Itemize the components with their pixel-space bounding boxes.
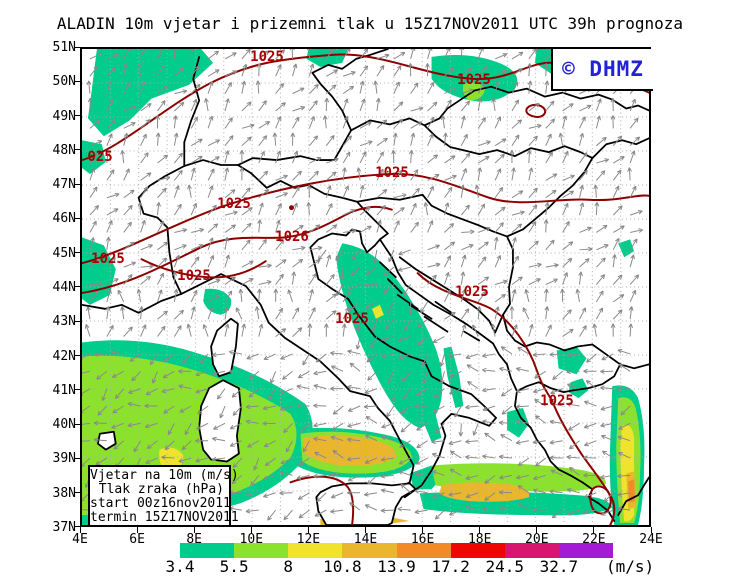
lon-tick-mark [536, 527, 538, 533]
map-panel: 1025 1025 025 1025 1025 1026 1025 1025 1025 1025 1… [80, 47, 651, 527]
lat-tick-mark [74, 355, 80, 357]
isobar-value-label: 1025 [457, 72, 491, 88]
lon-tick-label: 22E [582, 532, 606, 547]
lat-tick-mark [74, 423, 80, 425]
legend-threshold-value: 24.5 [485, 557, 525, 576]
info-line-wind: Vjetar na 10m (m/s) [90, 468, 239, 483]
lon-tick-label: 8E [186, 532, 203, 547]
lat-tick-mark [74, 286, 80, 288]
lat-tick-label: 37N [52, 519, 76, 535]
isobar-value-label: 1025 [217, 196, 251, 212]
lon-tick-label: 18E [467, 532, 492, 547]
lon-tick-label: 24E [639, 532, 663, 547]
lat-tick-label: 42N [52, 348, 76, 364]
lon-tick-mark [593, 527, 595, 533]
lat-tick-mark [74, 252, 80, 254]
lon-tick-mark [193, 527, 195, 533]
lat-tick-mark [74, 526, 80, 528]
isobar-labels: 1025 1025 025 1025 1025 1026 1025 1025 1025 1025 1… [82, 49, 649, 525]
legend-threshold-value: 3.4 [165, 557, 195, 576]
isobar-value-label: 1025 [455, 284, 489, 300]
legend-threshold-value: 17.2 [431, 557, 470, 576]
legend-threshold-value: 13.9 [377, 557, 416, 576]
lat-tick-mark [74, 115, 80, 117]
lon-tick-label: 16E [410, 532, 435, 547]
lat-tick-label: 43N [52, 314, 76, 330]
lat-tick-label: 39N [52, 451, 76, 467]
lon-tick-mark [479, 527, 481, 533]
lon-tick-label: 10E [239, 532, 264, 547]
lon-tick-label: 6E [129, 532, 145, 547]
lat-tick-mark [74, 80, 80, 82]
lon-tick-mark [250, 527, 252, 533]
lat-tick-label: 44N [52, 279, 76, 295]
dhmz-copyright-label: © DHMZ [562, 57, 644, 81]
lat-tick-mark [74, 149, 80, 151]
isobar-value-label: 1025 [540, 393, 574, 409]
isobar-value-label: 1025 [375, 165, 409, 181]
isobar-value-label: 1025 [177, 268, 211, 284]
lat-tick-label: 45N [52, 245, 76, 261]
lat-tick-label: 48N [52, 142, 76, 158]
legend-threshold-value: 10.8 [323, 557, 362, 576]
lat-tick-label: 50N [52, 74, 76, 90]
lat-tick-label: 38N [52, 485, 76, 501]
lat-tick-mark [74, 46, 80, 48]
lat-tick-label: 47N [52, 177, 76, 193]
wind-arrow-field [82, 49, 644, 523]
lat-tick-mark [74, 217, 80, 219]
isobar-value-label: 1026 [275, 229, 309, 245]
lat-tick-label: 46N [52, 211, 76, 227]
lat-tick-mark [74, 183, 80, 185]
lon-tick-mark [307, 527, 309, 533]
legend-unit-label: (m/s) [606, 557, 655, 576]
lat-tick-label: 51N [52, 40, 76, 55]
legend-threshold-value: 8 [283, 557, 294, 576]
lon-tick-label: 14E [353, 532, 378, 547]
dhmz-watermark-box: © DHMZ [551, 49, 653, 91]
map-info-box: Vjetar na 10m (m/s) Tlak zraka (hPa) sta… [88, 465, 239, 527]
lon-tick-mark [136, 527, 138, 533]
info-line-pressure: Tlak zraka (hPa) [98, 482, 224, 497]
isobar-value-label: 1025 [335, 311, 369, 327]
isobar-value-label: 025 [87, 149, 113, 165]
legend-threshold-value: 32.7 [539, 557, 579, 576]
lon-tick-mark [650, 527, 652, 533]
lon-tick-mark [79, 527, 81, 533]
lat-tick-mark [74, 457, 80, 459]
lat-tick-label: 40N [52, 417, 76, 433]
isobar-value-label: 1025 [91, 251, 125, 267]
lon-tick-label: 20E [525, 532, 549, 547]
lat-tick-mark [74, 389, 80, 391]
lon-tick-mark [422, 527, 424, 533]
lat-tick-label: 49N [52, 108, 76, 124]
info-line-termin: termin 15Z17NOV2011 [90, 510, 239, 525]
page-title: ALADIN 10m vjetar i prizemni tlak u 15Z1… [56, 14, 684, 33]
lat-tick-mark [74, 320, 80, 322]
lat-tick-mark [74, 492, 80, 494]
lon-tick-mark [365, 527, 366, 533]
info-line-start: start 00z16nov2011 [90, 496, 231, 511]
lon-tick-label: 4E [72, 532, 88, 547]
lat-tick-label: 41N [52, 382, 76, 398]
isobar-value-label: 1025 [250, 49, 284, 65]
lon-tick-label: 12E [296, 532, 321, 547]
legend-threshold-value: 5.5 [219, 557, 249, 576]
